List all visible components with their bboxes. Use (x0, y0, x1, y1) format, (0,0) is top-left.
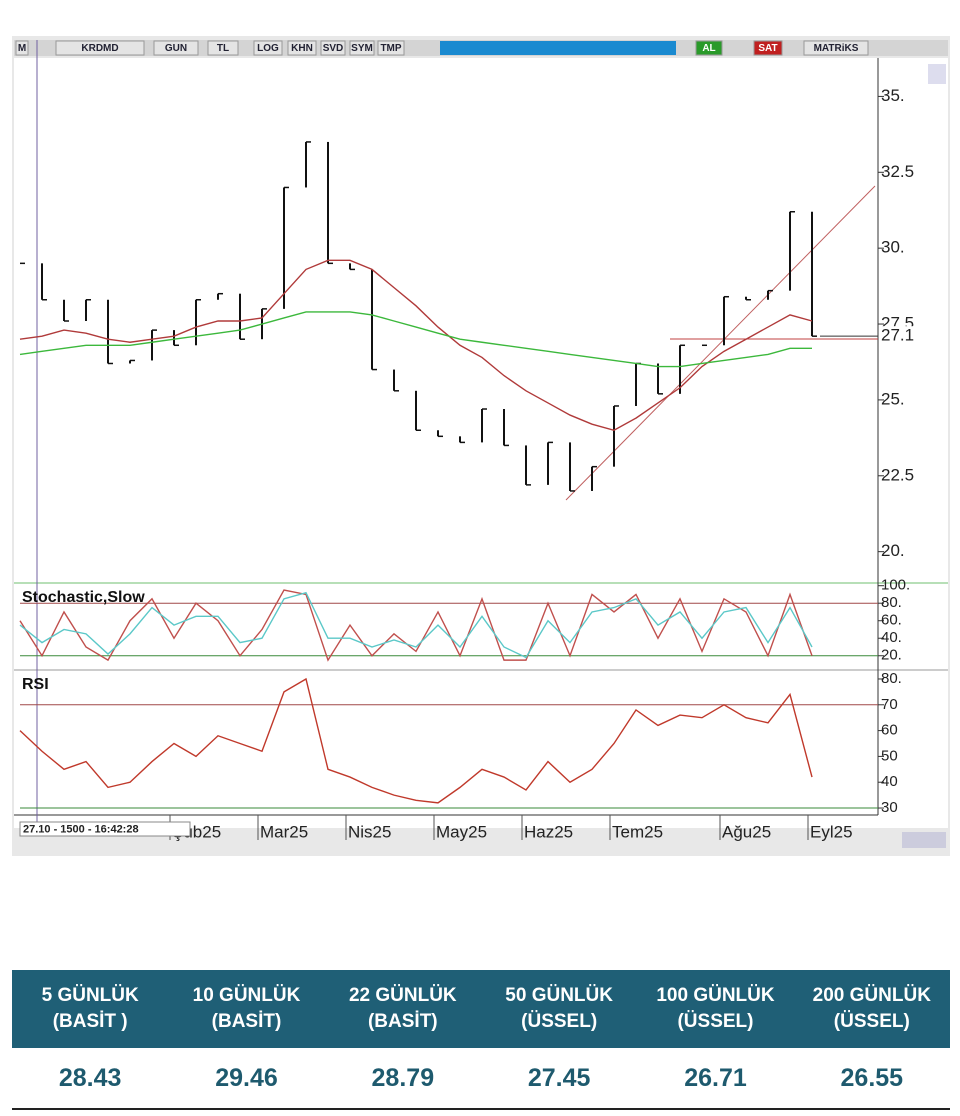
y-tick-label: 35. (881, 86, 905, 105)
header-text: (ÜSSEL) (677, 1011, 754, 1032)
trend-line (565, 185, 876, 501)
y-tick-label: 60. (881, 612, 902, 629)
y-tick-label: 30 (881, 799, 898, 816)
header-text: (BASİT) (367, 1011, 438, 1032)
toolbar-button[interactable] (349, 40, 375, 56)
nav-buttons[interactable] (902, 832, 946, 848)
panel (19, 677, 878, 809)
header-cell: 10 GÜNLÜK (BASİT) (168, 970, 324, 1048)
x-tick-label: May25 (436, 822, 487, 841)
panel (19, 589, 878, 662)
series-line (19, 259, 813, 432)
header-text: (BASİT) (211, 1011, 282, 1032)
table-row: 28.43 29.46 28.79 27.45 26.71 26.55 (12, 1048, 950, 1110)
header-cell: 22 GÜNLÜK (BASİT) (325, 970, 481, 1048)
toolbar-button[interactable] (15, 40, 29, 56)
panel (19, 141, 817, 492)
toolbar-label: GUN (165, 43, 187, 54)
header-text: 100 GÜNLÜK (656, 985, 775, 1006)
series-line (19, 591, 813, 659)
toolbar-label: MATRiKS (814, 43, 859, 54)
toolbar-label: KRDMD (81, 43, 118, 54)
toolbar-button[interactable] (153, 40, 199, 56)
y-tick-label: 80. (881, 670, 902, 687)
y-tick-label: 40. (881, 629, 902, 646)
button[interactable] (928, 64, 946, 84)
toolbar-label: TMP (380, 43, 401, 54)
header-text: (ÜSSEL) (521, 1011, 598, 1032)
y-tick-label: 20. (881, 647, 902, 664)
header-text: 200 GÜNLÜK (812, 985, 931, 1006)
value-cell: 26.71 (684, 1064, 747, 1092)
plot-area (14, 58, 948, 828)
x-tick-label: Mar25 (260, 822, 308, 841)
panel-title: RSI (22, 676, 49, 693)
header-cell: 200 GÜNLÜK (ÜSSEL) (794, 970, 950, 1048)
x-tick-label: Eyl25 (810, 822, 853, 841)
header-cell: 100 GÜNLÜK (ÜSSEL) (637, 970, 793, 1048)
header-cell: 50 GÜNLÜK (ÜSSEL) (481, 970, 637, 1048)
x-tick-label: Ağu25 (722, 822, 771, 841)
header-text: 22 GÜNLÜK (348, 985, 457, 1006)
x-tick-label: Tem25 (612, 822, 663, 841)
y-tick-label: 100. (881, 577, 910, 594)
toolbar-button[interactable] (377, 40, 405, 56)
table-header: 5 GÜNLÜK (BASİT ) 10 GÜNLÜK (BASİT) 22 GÜNLÜ… (12, 970, 950, 1048)
toolbar-button[interactable] (287, 40, 317, 56)
header-text: 10 GÜNLÜK (192, 985, 301, 1006)
toolbar-label: TL (217, 43, 229, 54)
panel-title: Stochastic,Slow (22, 589, 145, 606)
y-tick-label: 25. (881, 389, 905, 408)
last-price-box (879, 326, 919, 347)
header-text: (ÜSSEL) (833, 1011, 910, 1032)
y-tick-label: 40 (881, 773, 898, 790)
header-text: 50 GÜNLÜK (505, 985, 613, 1006)
y-tick-label: 20. (881, 541, 905, 560)
y-tick-label: 70 (881, 696, 898, 713)
toolbar-button[interactable] (55, 40, 145, 56)
value-cell: 28.79 (371, 1064, 435, 1092)
toolbar-button[interactable] (695, 40, 723, 56)
info-box (19, 821, 191, 837)
y-tick-label: 22.5 (881, 465, 914, 484)
toolbar-fill (440, 41, 676, 55)
toolbar-label: KHN (291, 43, 313, 54)
toolbar-label: LOG (257, 43, 279, 54)
chart-window: M KRDMD GUN TL LOG KHN SVD SYM TMP AL SAT MATRiKS 20… (12, 36, 950, 856)
toolbar-button[interactable] (753, 40, 783, 56)
toolbar-button[interactable] (207, 40, 239, 56)
toolbar-button[interactable] (253, 40, 283, 56)
toolbar-label: SVD (323, 43, 344, 54)
toolbar-button[interactable] (320, 40, 346, 56)
value-cell: 28.43 (58, 1064, 122, 1092)
value-cell: 27.45 (527, 1064, 591, 1092)
toolbar-label: M (18, 43, 26, 54)
last-price-label: 27.1 (881, 326, 914, 345)
header-text: (BASİT ) (52, 1011, 128, 1032)
series-line (19, 311, 812, 368)
header-text: 5 GÜNLÜK (41, 985, 139, 1006)
value-cell: 29.46 (215, 1064, 278, 1092)
y-tick-label: 80. (881, 594, 902, 611)
value-cell: 26.55 (840, 1064, 904, 1092)
toolbar-label: SYM (351, 43, 373, 54)
y-tick-label: 32.5 (881, 162, 914, 181)
x-tick-label: Haz25 (524, 822, 573, 841)
y-tick-label: 60 (881, 722, 898, 739)
x-tick-label: Nis25 (348, 822, 391, 841)
toolbar-label: SAT (758, 43, 777, 54)
info-label: 27.10 - 1500 - 16:42:28 (23, 823, 139, 835)
toolbar-label: AL (702, 43, 715, 54)
header-cell: 5 GÜNLÜK (BASİT ) (12, 970, 168, 1048)
ma-table: 5 GÜNLÜK (BASİT ) 10 GÜNLÜK (BASİT) 22 GÜNLÜ… (12, 970, 950, 1110)
series-line (19, 589, 813, 662)
y-tick-label: 30. (881, 238, 905, 257)
y-tick-label: 50 (881, 747, 898, 764)
series-line (19, 677, 813, 804)
toolbar-button[interactable] (803, 40, 869, 56)
